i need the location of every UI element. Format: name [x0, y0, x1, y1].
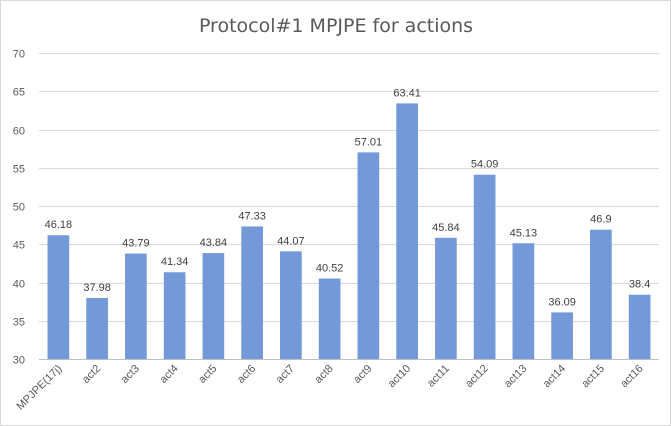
y-tick-label: 70: [13, 49, 25, 61]
data-label: 36.09: [548, 296, 576, 308]
data-label: 38.4: [629, 279, 650, 291]
x-tick-label: act16: [618, 363, 646, 391]
x-tick-label: MPJPE(17j): [15, 363, 65, 413]
bar: [357, 152, 380, 359]
data-label: 43.84: [200, 237, 228, 249]
bar: [241, 226, 263, 359]
bar: [318, 278, 341, 359]
data-label: 46.9: [590, 214, 611, 226]
data-labels: 46.18 37.98 43.79 41.34 43.84 47.33 44.07 40.52…: [45, 87, 651, 308]
bar: [280, 251, 302, 359]
x-tick-label: act12: [463, 363, 491, 391]
x-tick-label: act9: [351, 363, 374, 386]
y-tick-label: 65: [13, 87, 25, 99]
x-tick-label: act5: [196, 363, 219, 386]
data-label: 63.41: [393, 87, 421, 99]
x-tick-label: act11: [425, 363, 452, 390]
data-label: 44.07: [277, 235, 305, 247]
bar: [473, 174, 496, 359]
x-tick-label: act6: [235, 363, 258, 386]
x-tick-label: act2: [80, 363, 103, 386]
y-tick-label: 60: [13, 126, 25, 138]
x-tick-label: act8: [313, 363, 336, 386]
data-label: 54.09: [471, 159, 499, 171]
bars: [47, 103, 651, 359]
data-label: 45.84: [432, 222, 460, 234]
data-label: 41.34: [161, 256, 189, 268]
bar: [47, 235, 70, 359]
data-label: 40.52: [316, 263, 344, 275]
bar: [202, 253, 225, 359]
x-tick-label: act4: [158, 363, 181, 386]
bar: [435, 237, 457, 359]
y-tick-label: 35: [13, 317, 25, 329]
data-label: 37.98: [83, 282, 111, 294]
data-label: 43.79: [122, 238, 150, 250]
bar: [590, 229, 612, 359]
x-axis-ticks: MPJPE(17j) act2 act3 act4 act5 act6 act7 act8 ac…: [15, 363, 646, 413]
bar: [551, 312, 573, 359]
y-tick-label: 50: [13, 202, 25, 214]
data-label: 47.33: [238, 210, 266, 222]
x-tick-label: act15: [579, 363, 607, 391]
bar: [512, 243, 535, 359]
bar: [86, 297, 108, 359]
y-tick-label: 30: [13, 355, 25, 367]
x-tick-label: act3: [119, 363, 142, 386]
data-label: 46.18: [45, 219, 73, 231]
bar: [628, 294, 651, 359]
data-label: 57.01: [355, 136, 383, 148]
y-tick-label: 40: [13, 279, 25, 291]
bar: [396, 103, 418, 359]
y-axis-ticks: 30 35 40 45 50 55 60 65 70: [13, 49, 25, 367]
bar: [163, 272, 186, 359]
y-tick-label: 55: [13, 164, 25, 176]
x-tick-label: act13: [502, 363, 530, 391]
data-label: 45.13: [510, 227, 538, 239]
x-tick-label: act14: [541, 363, 569, 391]
x-tick-label: act7: [274, 363, 297, 386]
x-tick-label: act10: [386, 363, 414, 391]
y-tick-label: 45: [13, 240, 25, 252]
chart-title: Protocol#1 MPJPE for actions: [199, 15, 473, 37]
bar: [125, 253, 147, 359]
